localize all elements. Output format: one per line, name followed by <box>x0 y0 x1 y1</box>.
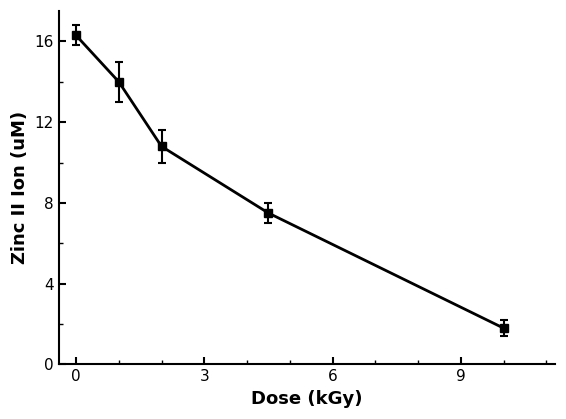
Y-axis label: Zinc II Ion (uM): Zinc II Ion (uM) <box>11 111 29 264</box>
X-axis label: Dose (kGy): Dose (kGy) <box>251 390 363 408</box>
